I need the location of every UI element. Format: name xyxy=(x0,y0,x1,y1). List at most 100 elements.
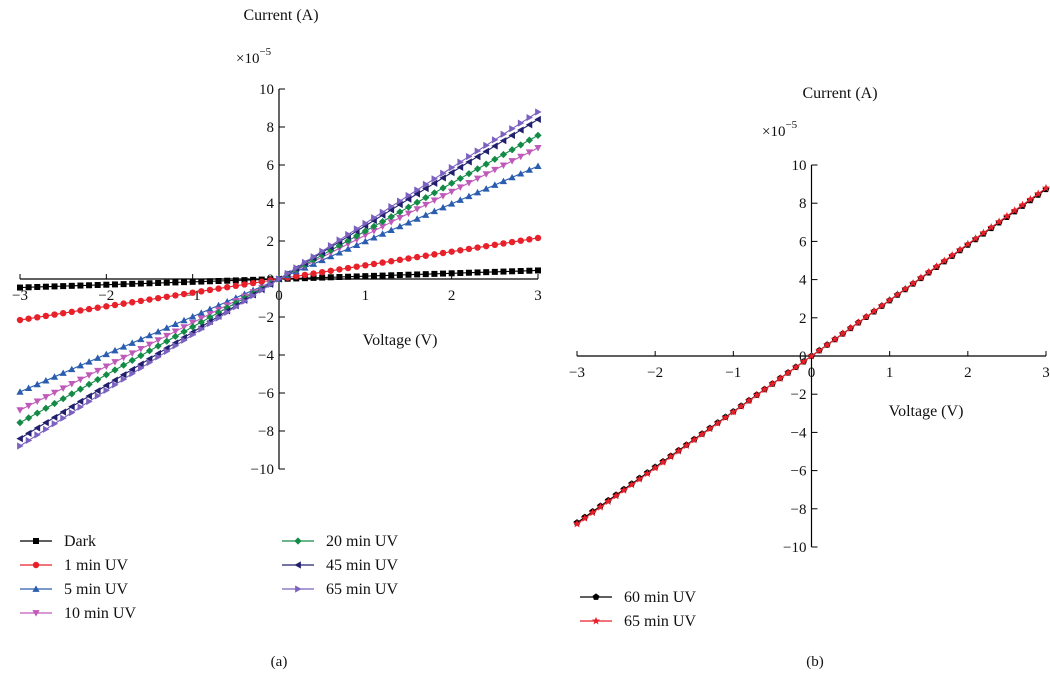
data-point xyxy=(783,368,793,377)
data-point xyxy=(172,292,179,299)
data-point xyxy=(414,271,421,278)
data-point xyxy=(319,274,326,281)
data-point xyxy=(241,277,248,284)
data-point xyxy=(404,210,413,218)
data-point xyxy=(744,396,754,405)
data-point xyxy=(189,323,197,331)
data-point xyxy=(499,150,508,159)
data-point xyxy=(171,328,179,336)
y-axis-multiplier: ×10−5 xyxy=(236,46,272,67)
data-point xyxy=(500,130,508,138)
data-point xyxy=(362,262,369,269)
series-65-min-uv xyxy=(572,183,1050,528)
data-point xyxy=(465,170,473,178)
data-point xyxy=(370,260,378,268)
data-point xyxy=(414,186,421,194)
data-point xyxy=(466,152,473,161)
data-point xyxy=(76,361,85,369)
legend-entry: 20 min UV xyxy=(282,533,398,550)
data-point xyxy=(171,332,179,341)
data-point xyxy=(353,241,361,249)
data-point xyxy=(68,403,75,411)
series-1-min-uv xyxy=(16,234,542,324)
x-tick-label: 2 xyxy=(448,288,456,304)
data-point xyxy=(422,201,430,209)
data-point xyxy=(439,249,447,257)
data-point xyxy=(120,281,127,288)
data-point xyxy=(103,303,110,310)
data-point xyxy=(387,206,395,214)
data-point xyxy=(77,307,84,314)
data-point xyxy=(189,319,197,327)
data-point xyxy=(215,277,222,284)
data-point xyxy=(163,293,170,300)
data-point xyxy=(473,165,482,173)
data-point xyxy=(154,294,162,302)
data-point xyxy=(535,108,542,116)
data-point xyxy=(336,266,343,273)
x-tick-label: 3 xyxy=(1042,365,1050,381)
data-point xyxy=(448,179,456,187)
data-point xyxy=(154,349,162,358)
data-point xyxy=(189,289,196,296)
data-point xyxy=(25,429,32,437)
data-point xyxy=(163,324,171,331)
data-point xyxy=(404,195,412,203)
data-point xyxy=(387,213,395,221)
data-point xyxy=(59,408,67,416)
y-tick-label: 6 xyxy=(267,158,275,174)
y-tick-label: −4 xyxy=(791,425,807,441)
data-point xyxy=(499,137,507,145)
data-point xyxy=(59,385,67,392)
y-tick-label: −6 xyxy=(791,464,807,480)
data-point xyxy=(404,203,413,211)
data-point xyxy=(379,272,386,279)
data-point xyxy=(181,279,188,286)
data-point xyxy=(1010,206,1019,214)
data-point xyxy=(508,146,516,154)
data-point xyxy=(43,425,50,433)
data-point xyxy=(59,369,67,376)
data-point xyxy=(439,174,446,182)
data-point xyxy=(776,374,785,382)
legend-entry: 60 min UV xyxy=(580,589,696,606)
data-point xyxy=(102,381,110,389)
data-point xyxy=(327,267,334,274)
y-axis-label: Current (A) xyxy=(802,85,877,102)
data-point xyxy=(250,292,257,300)
data-point xyxy=(16,435,23,443)
data-point xyxy=(791,362,800,371)
data-point xyxy=(491,166,499,174)
data-point xyxy=(456,174,464,183)
data-point xyxy=(206,305,214,312)
data-point xyxy=(517,126,524,134)
data-point xyxy=(34,314,41,321)
data-point xyxy=(232,303,240,311)
x-axis-label: Voltage (V) xyxy=(363,332,438,349)
data-point xyxy=(854,318,863,326)
data-point xyxy=(42,404,50,412)
data-point xyxy=(16,407,24,414)
data-point xyxy=(111,346,119,354)
data-point xyxy=(482,185,490,192)
data-point xyxy=(137,335,145,343)
data-point xyxy=(807,351,816,360)
data-point xyxy=(197,309,205,316)
data-point xyxy=(310,274,317,281)
data-point xyxy=(431,270,438,277)
data-point xyxy=(155,353,162,361)
data-point xyxy=(51,420,59,428)
data-point xyxy=(674,446,683,455)
data-point xyxy=(413,215,421,222)
data-point xyxy=(336,274,343,281)
data-point xyxy=(33,424,41,432)
data-point xyxy=(525,149,533,156)
data-point xyxy=(181,336,188,344)
data-point xyxy=(869,306,879,315)
data-point xyxy=(611,491,621,500)
data-point xyxy=(128,356,136,364)
legend-label: 60 min UV xyxy=(624,589,696,606)
data-point xyxy=(815,346,824,354)
